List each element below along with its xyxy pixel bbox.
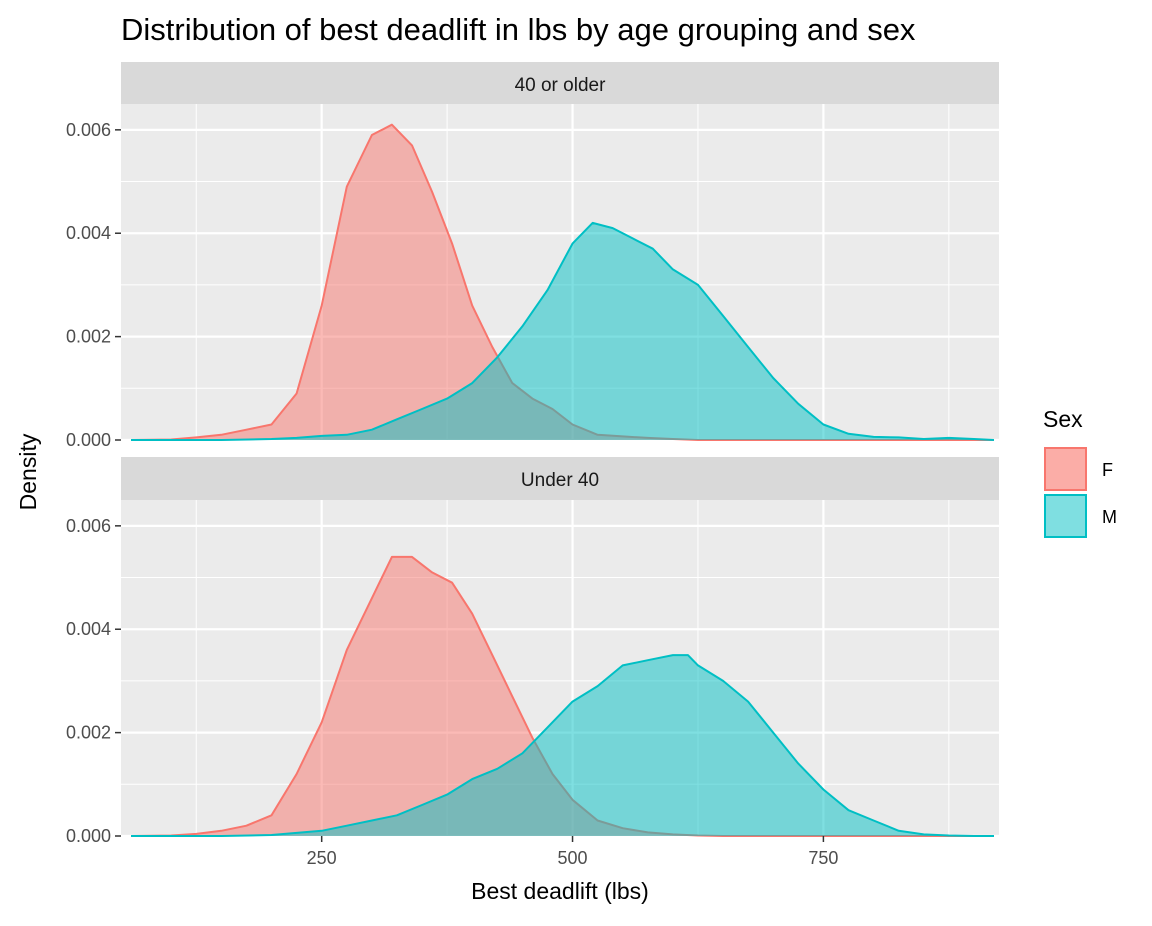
density-area-m-bottom (131, 655, 994, 836)
legend-title: Sex (1043, 406, 1083, 432)
y-tick-label: 0.004 (66, 223, 111, 243)
strip-bottom-label: Under 40 (521, 470, 599, 491)
density-line-m-top (131, 221, 995, 441)
strip-bottom (121, 457, 999, 500)
y-tick-label: 0.000 (66, 826, 111, 846)
y-tick-label: 0.006 (66, 120, 111, 140)
legend-label-m: M (1102, 507, 1117, 527)
y-tick-label: 0.000 (66, 430, 111, 450)
strip-top-label: 40 or older (515, 75, 607, 96)
density-area-f-bottom (131, 556, 994, 836)
panel-bottom-y-ticks: 0.000 0.002 0.004 0.006 (66, 516, 121, 846)
chart-title: Distribution of best deadlift in lbs by … (121, 12, 916, 47)
x-axis-ticks: 250 500 750 (307, 836, 838, 868)
y-tick-label: 0.002 (66, 327, 111, 347)
strip-top (121, 62, 999, 104)
panel-top-y-ticks: 0.000 0.002 0.004 0.006 (66, 120, 121, 450)
density-area-f-top (131, 124, 994, 440)
legend-label-f: F (1102, 460, 1113, 480)
x-axis-title: Best deadlift (lbs) (471, 878, 649, 904)
x-tick-label: 250 (307, 848, 337, 868)
y-tick-label: 0.002 (66, 723, 111, 743)
x-tick-label: 500 (558, 848, 588, 868)
density-line-m-bottom (131, 654, 994, 837)
y-tick-label: 0.004 (66, 619, 111, 639)
panel-top-areas (130, 123, 995, 441)
facet-bottom: Under 40 0.000 0.002 0.004 0.006 (66, 457, 999, 846)
facet-top: 40 or older 0.000 0.002 0.004 0.006 (66, 62, 999, 450)
x-tick-label: 750 (808, 848, 838, 868)
density-area-m-top (131, 222, 994, 440)
panel-bottom-areas (130, 555, 994, 837)
legend-swatch-m (1044, 494, 1087, 538)
legend: Sex F M (1043, 406, 1117, 538)
y-tick-label: 0.006 (66, 516, 111, 536)
legend-swatch-f (1044, 447, 1087, 491)
y-axis-title: Density (15, 433, 41, 510)
